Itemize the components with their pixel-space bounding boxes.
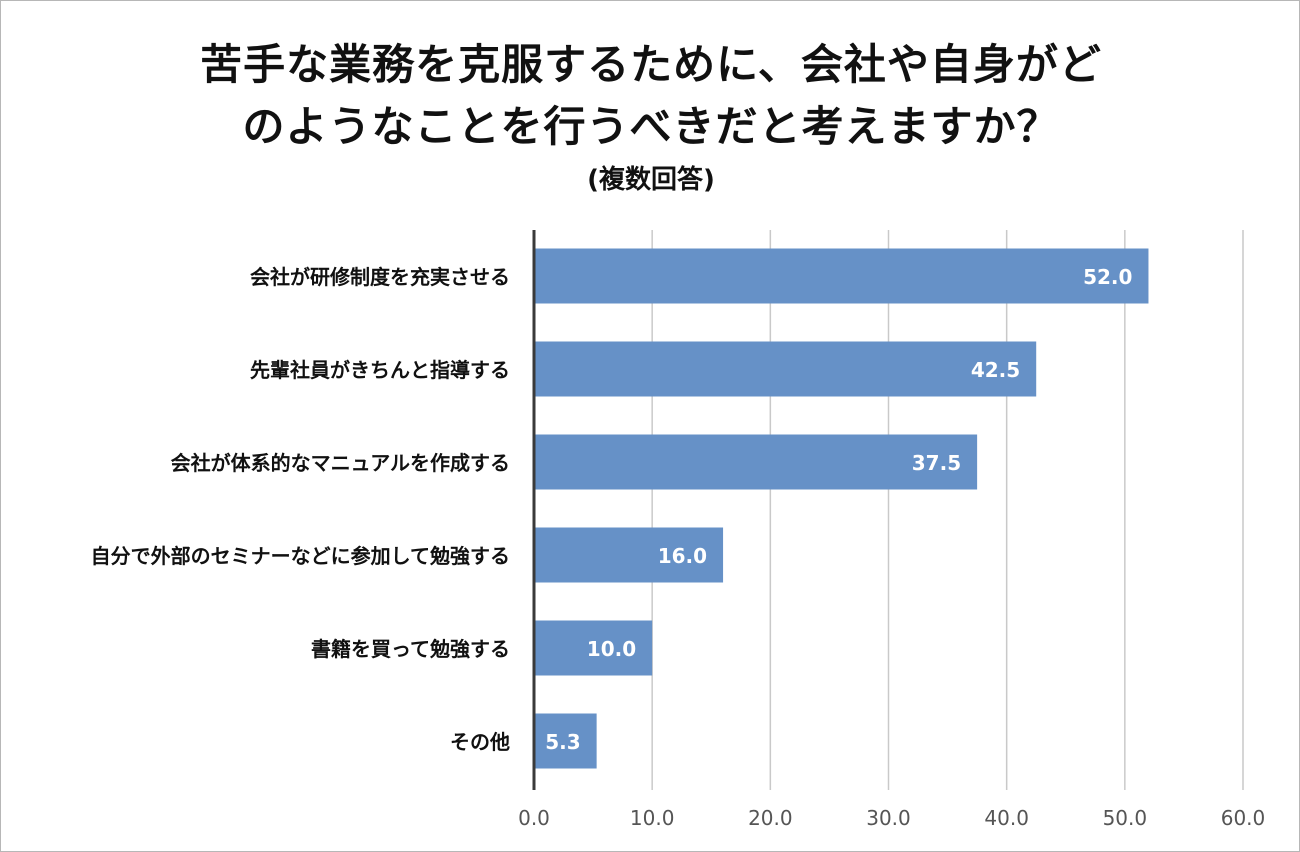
bar xyxy=(534,527,724,583)
category-label: その他 xyxy=(450,730,510,754)
category-label: 先輩社員がきちんと指導する xyxy=(250,358,510,382)
bar-value-label: 52.0 xyxy=(1083,265,1132,289)
bar xyxy=(534,713,597,769)
x-tick-label: 0.0 xyxy=(518,806,550,830)
x-tick-label: 50.0 xyxy=(1103,806,1148,830)
x-tick-label: 10.0 xyxy=(630,806,675,830)
bar-value-label: 42.5 xyxy=(971,358,1020,382)
chart-subtitle: (複数回答) xyxy=(587,165,715,195)
category-label: 書籍を買って勉強する xyxy=(311,637,510,661)
chart-title-line1: 苦手な業務を克服するために、会社や自身がど xyxy=(200,40,1102,89)
x-tick-label: 20.0 xyxy=(748,806,793,830)
x-tick-label: 60.0 xyxy=(1221,806,1266,830)
category-label: 自分で外部のセミナーなどに参加して勉強する xyxy=(91,544,510,568)
bar xyxy=(534,434,978,490)
chart-title-line2: のようなことを行うべきだと考えますか？ xyxy=(242,102,1060,151)
bar-value-label: 5.3 xyxy=(545,730,580,754)
bar-value-label: 10.0 xyxy=(587,637,636,661)
bar xyxy=(534,620,653,676)
category-label: 会社が研修制度を充実させる xyxy=(250,265,510,289)
category-label: 会社が体系的なマニュアルを作成する xyxy=(171,451,510,475)
x-tick-label: 40.0 xyxy=(984,806,1029,830)
x-tick-label: 30.0 xyxy=(866,806,911,830)
bar-value-label: 37.5 xyxy=(912,451,961,475)
bar xyxy=(534,341,1037,397)
bar-value-label: 16.0 xyxy=(658,544,707,568)
bar xyxy=(534,248,1149,304)
